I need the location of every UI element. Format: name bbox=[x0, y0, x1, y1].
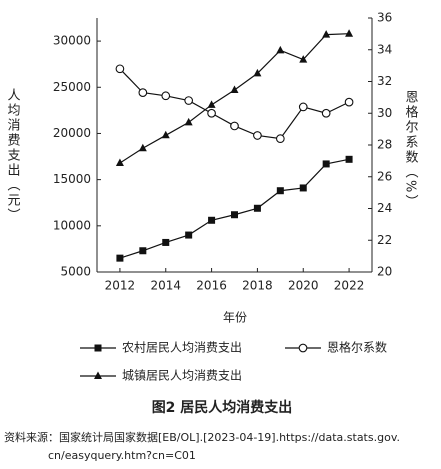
series-line bbox=[119, 33, 350, 164]
marker bbox=[230, 85, 239, 94]
marker bbox=[321, 108, 331, 118]
marker bbox=[344, 97, 354, 107]
x-tick-label: 2018 bbox=[242, 279, 273, 293]
y-tick-label: 20000 bbox=[53, 126, 91, 140]
marker bbox=[345, 155, 353, 163]
marker bbox=[139, 247, 147, 255]
marker bbox=[185, 231, 193, 239]
legend-label: 农村居民人均消费支出 bbox=[122, 341, 242, 355]
marker bbox=[138, 88, 148, 97]
y-tick-label: 30000 bbox=[53, 34, 91, 48]
marker bbox=[184, 117, 193, 126]
x-tick-label: 2022 bbox=[334, 279, 365, 293]
y2-tick-label: 36 bbox=[377, 11, 392, 25]
x-tick-label: 2020 bbox=[288, 279, 319, 293]
marker bbox=[207, 108, 216, 118]
marker bbox=[322, 30, 331, 38]
marker bbox=[208, 216, 216, 224]
y2-tick-label: 22 bbox=[377, 233, 392, 247]
marker bbox=[322, 160, 330, 168]
marker bbox=[115, 158, 124, 167]
marker bbox=[299, 55, 308, 63]
marker bbox=[231, 211, 238, 219]
marker bbox=[138, 143, 147, 152]
marker bbox=[161, 91, 171, 101]
series-line bbox=[119, 158, 350, 259]
y2-axis-label: 恩格尔系数（%） bbox=[403, 90, 419, 209]
marker bbox=[298, 102, 308, 112]
legend-label: 城镇居民人均消费支出 bbox=[122, 369, 242, 383]
marker bbox=[161, 130, 170, 139]
y-tick-label: 25000 bbox=[53, 80, 91, 94]
y-tick-label: 10000 bbox=[53, 218, 91, 232]
marker bbox=[253, 131, 262, 140]
marker bbox=[94, 371, 102, 379]
marker bbox=[253, 68, 262, 77]
marker bbox=[116, 254, 124, 262]
source: 资料来源：国家统计局国家数据[EB/OL].[2023-04-19].https… bbox=[4, 430, 400, 444]
x-tick-label: 2016 bbox=[196, 279, 227, 293]
marker bbox=[162, 238, 170, 246]
marker bbox=[298, 343, 308, 353]
y-tick-label: 5000 bbox=[60, 265, 91, 279]
marker bbox=[184, 96, 194, 105]
y2-tick-label: 20 bbox=[377, 265, 392, 279]
marker bbox=[299, 184, 307, 192]
y2-tick-label: 30 bbox=[377, 106, 392, 120]
x-tick-label: 2012 bbox=[105, 279, 136, 293]
marker bbox=[276, 187, 284, 195]
marker bbox=[345, 29, 354, 37]
y2-tick-label: 24 bbox=[377, 201, 392, 215]
source: cn/easyquery.htm?cn=C01 bbox=[48, 449, 196, 462]
y-tick-label: 15000 bbox=[53, 172, 91, 186]
y2-tick-label: 32 bbox=[377, 74, 392, 88]
y2-tick-label: 26 bbox=[377, 169, 392, 183]
x-tick-label: 2014 bbox=[150, 279, 181, 293]
x-axis-label: 年份 bbox=[223, 311, 247, 325]
legend-label: 恩格尔系数 bbox=[327, 340, 387, 355]
caption: 图2 居民人均消费支出 bbox=[152, 399, 293, 416]
y2-tick-label: 28 bbox=[377, 138, 392, 152]
y2-tick-label: 34 bbox=[377, 42, 392, 56]
marker bbox=[230, 121, 239, 131]
marker bbox=[115, 64, 125, 74]
marker bbox=[253, 204, 261, 212]
marker bbox=[94, 344, 102, 352]
y-axis-label: 人均消费支出（元） bbox=[5, 88, 21, 223]
marker bbox=[276, 45, 285, 54]
marker bbox=[207, 100, 216, 108]
marker bbox=[275, 134, 285, 143]
